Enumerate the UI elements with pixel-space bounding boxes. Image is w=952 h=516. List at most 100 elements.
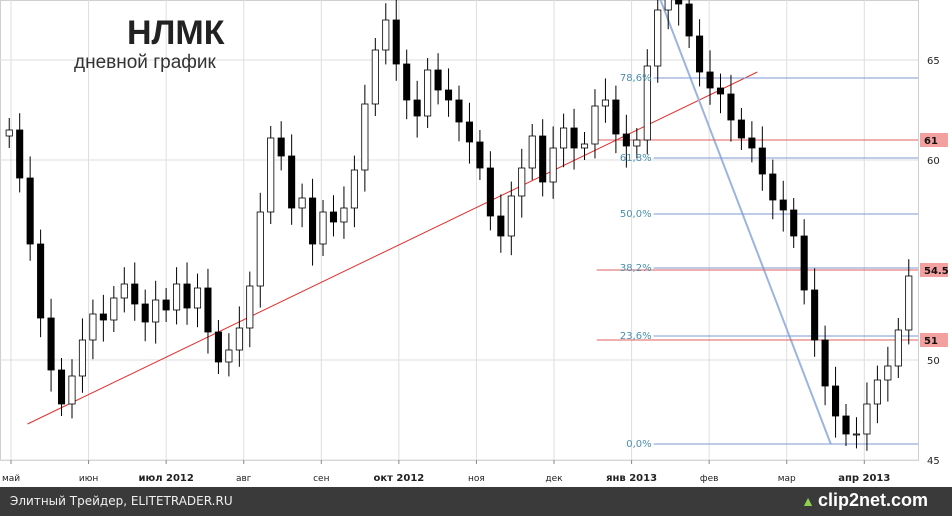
- key-level-tag: [920, 263, 948, 277]
- candle-body: [57, 369, 66, 405]
- candle-body: [852, 433, 861, 436]
- x-tick-label: мар: [778, 474, 796, 484]
- candle-body: [204, 287, 212, 333]
- candle-body: [329, 211, 338, 223]
- candle-body: [141, 303, 149, 323]
- candle-body: [528, 135, 536, 169]
- fibonacci-level-label: 61,8%: [620, 153, 652, 164]
- candle-body: [601, 99, 609, 107]
- candle-body: [549, 147, 557, 183]
- candle-body: [863, 403, 871, 435]
- candle-body: [790, 209, 798, 237]
- candle-body: [371, 49, 379, 105]
- candle-body: [162, 299, 170, 311]
- fibonacci-level-label: 0,0%: [626, 439, 651, 450]
- x-tick-label: июл 2012: [138, 473, 193, 484]
- candle-body: [832, 385, 840, 417]
- chart-overlays: [27, 0, 918, 445]
- candle-body: [403, 63, 411, 101]
- candle-body: [779, 199, 787, 211]
- chart-subtitle: дневной график: [74, 52, 217, 73]
- candle-body: [120, 283, 128, 299]
- footer-source: Элитный Трейдер, ELITETRADER.RU: [10, 494, 233, 508]
- candle-body: [465, 121, 473, 143]
- candle-body: [716, 87, 725, 95]
- candle-body: [497, 215, 505, 237]
- candle-body: [309, 197, 317, 245]
- candle-body: [580, 143, 589, 149]
- candle-body: [591, 105, 599, 145]
- candle-body: [78, 339, 86, 377]
- candle-body: [37, 243, 45, 319]
- x-tick-label: окт 2012: [373, 473, 424, 484]
- candle-body: [183, 283, 191, 309]
- clip2net-logo: ▲ clip2net.com: [801, 490, 928, 511]
- candle-body: [110, 297, 118, 321]
- y-tick-label: 50: [927, 356, 940, 367]
- x-tick-label: дек: [545, 474, 563, 484]
- x-tick-label: сен: [313, 474, 329, 484]
- candle-body: [47, 317, 55, 371]
- candle-body: [727, 93, 735, 121]
- candlestick-series: [5, 0, 913, 451]
- candle-body: [811, 289, 819, 341]
- candle-body: [706, 71, 714, 89]
- candle-body: [99, 313, 107, 321]
- candle-body: [424, 69, 432, 117]
- candle-body: [26, 177, 34, 245]
- fibonacci-level-label: 23,6%: [620, 331, 652, 342]
- candle-body: [173, 283, 181, 311]
- candle-body: [821, 339, 829, 387]
- candle-body: [769, 173, 777, 201]
- candle-body: [152, 299, 160, 323]
- candle-body: [246, 285, 254, 329]
- candle-body: [16, 129, 24, 179]
- candle-body: [570, 127, 578, 149]
- candle-body: [507, 195, 515, 237]
- candle-body: [235, 327, 243, 351]
- candle-body: [392, 19, 400, 65]
- price-chart: 45 50 60 65 май июн июл 2012 авг сен окт 2012 ноя д…: [0, 0, 949, 484]
- x-tick-label: фев: [700, 474, 719, 484]
- candle-body: [842, 415, 850, 435]
- candle-body: [193, 287, 202, 309]
- candle-body: [518, 167, 526, 197]
- candle-body: [654, 9, 662, 67]
- x-tick-label: май: [2, 474, 20, 484]
- key-level-label: 51: [924, 336, 938, 347]
- candle-body: [214, 331, 222, 363]
- candle-body: [361, 103, 369, 171]
- candle-body: [612, 99, 620, 135]
- candle-body: [267, 137, 275, 213]
- candle-body: [685, 3, 693, 37]
- candle-body: [800, 235, 808, 291]
- x-tick-label: авг: [236, 474, 252, 484]
- candle-body: [675, 0, 683, 5]
- y-tick-label: 60: [927, 156, 940, 167]
- y-tick-label: 45: [927, 456, 940, 467]
- candle-body: [622, 133, 630, 147]
- x-tick-label: июн: [79, 474, 98, 484]
- x-tick-label: ноя: [468, 474, 485, 484]
- candle-body: [277, 137, 285, 157]
- candle-body: [445, 89, 453, 101]
- candle-body: [256, 211, 264, 287]
- arrow-up-icon: ▲: [801, 493, 815, 509]
- candle-body: [89, 313, 97, 341]
- candle-body: [737, 119, 745, 139]
- fibonacci-level-label: 50,0%: [620, 209, 652, 220]
- candle-body: [68, 375, 76, 405]
- candle-body: [319, 211, 327, 245]
- candle-body: [664, 0, 672, 11]
- logo-text: clip2net.com: [817, 490, 928, 510]
- candle-body: [539, 135, 547, 183]
- candle-body: [455, 99, 463, 123]
- footer-bar: Элитный Трейдер, ELITETRADER.RU ▲ clip2ne…: [0, 487, 952, 516]
- candle-body: [873, 379, 881, 405]
- x-tick-label: апр 2013: [838, 473, 890, 484]
- candle-body: [560, 127, 568, 149]
- candle-body: [5, 129, 13, 137]
- x-tick-label: янв 2013: [606, 473, 657, 484]
- candle-body: [476, 141, 484, 169]
- candle-body: [340, 207, 348, 223]
